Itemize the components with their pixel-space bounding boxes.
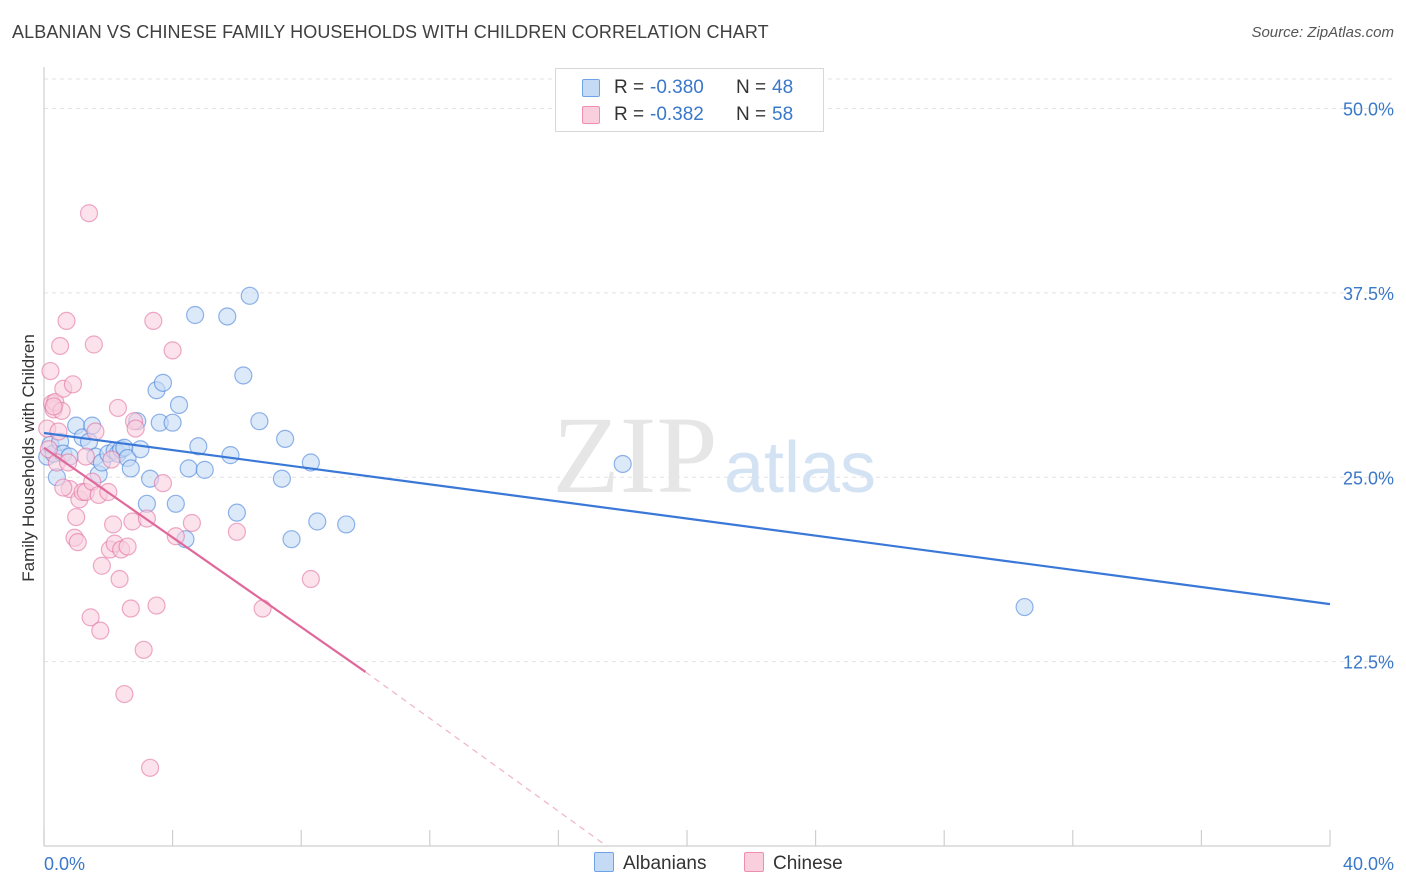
chart-title: ALBANIAN VS CHINESE FAMILY HOUSEHOLDS WI…	[12, 22, 769, 42]
point-chinese	[91, 621, 110, 640]
legend-r-value: -0.382	[650, 104, 704, 125]
legend-r-label: R =	[614, 77, 645, 98]
point-albanians	[131, 440, 150, 459]
point-albanians	[272, 469, 292, 488]
point-chinese	[81, 608, 100, 627]
series-name-chinese: Chinese	[773, 853, 843, 874]
point-albanians	[1015, 597, 1034, 617]
point-chinese	[50, 336, 70, 356]
point-chinese	[301, 569, 320, 589]
point-chinese	[115, 684, 134, 704]
point-chinese	[108, 398, 128, 418]
point-albanians	[169, 395, 189, 415]
point-chinese	[86, 422, 105, 441]
legend-swatch-chinese	[582, 106, 600, 124]
point-chinese	[166, 527, 185, 546]
watermark-zip: ZIP	[553, 394, 718, 516]
point-chinese	[63, 375, 83, 394]
point-albanians	[308, 512, 327, 531]
trend-line-albanians	[43, 431, 1331, 606]
legend-swatch-albanians	[582, 79, 600, 97]
point-chinese	[182, 513, 201, 533]
y-tick-label: 12.5%	[1343, 653, 1394, 673]
legend-r-label: R =	[614, 104, 645, 125]
point-albanians	[179, 459, 198, 478]
point-chinese	[110, 569, 129, 589]
y-tick-labels: 12.5% 25.0% 37.5% 50.0%	[1343, 100, 1394, 673]
point-albanians	[301, 453, 320, 472]
point-chinese	[253, 599, 272, 618]
point-chinese	[134, 640, 153, 659]
point-albanians	[189, 437, 208, 456]
point-chinese	[163, 341, 182, 360]
y-tick-label: 50.0%	[1343, 100, 1394, 120]
source-credit: Source: ZipAtlas.com	[1251, 24, 1394, 41]
point-chinese	[126, 419, 145, 438]
series-swatch-albanians	[594, 852, 614, 872]
legend-r-value: -0.380	[650, 77, 704, 98]
point-albanians	[153, 373, 173, 392]
legend-n-label: N =	[736, 77, 767, 98]
legend-n-value: 58	[772, 104, 794, 125]
point-albanians	[186, 305, 205, 325]
point-albanians	[282, 530, 301, 549]
point-chinese	[54, 478, 73, 497]
point-albanians	[337, 515, 356, 534]
point-albanians	[227, 503, 246, 522]
point-albanians	[276, 429, 295, 448]
watermark: ZIP atlas	[553, 394, 877, 516]
point-chinese	[57, 311, 76, 330]
point-chinese	[44, 397, 63, 416]
point-chinese	[104, 515, 123, 534]
series-swatch-chinese	[744, 852, 764, 872]
series-legend-chinese[interactable]: Chinese	[744, 852, 843, 875]
point-chinese	[118, 537, 137, 556]
point-chinese	[49, 422, 68, 441]
point-chinese	[76, 447, 95, 466]
trend-extension-chinese	[365, 671, 607, 847]
watermark-atlas: atlas	[724, 428, 876, 508]
data-points	[38, 204, 1034, 777]
point-albanians	[163, 413, 182, 432]
point-albanians	[234, 366, 253, 385]
y-tick-label: 37.5%	[1343, 284, 1394, 304]
point-chinese	[84, 335, 103, 354]
legend-n-label: N =	[736, 104, 767, 125]
trend-lines	[43, 431, 1331, 847]
correlation-legend: R = -0.380 N = 48 R = -0.382 N = 58	[555, 68, 824, 132]
point-albanians	[250, 412, 269, 431]
point-albanians	[613, 454, 632, 474]
point-chinese	[68, 533, 87, 552]
point-albanians	[195, 460, 214, 479]
trend-line-chinese	[43, 446, 367, 673]
legend-row-chinese: R = -0.382 N = 58	[556, 102, 823, 128]
x-tick-label-min: 0.0%	[44, 854, 85, 874]
point-albanians	[121, 459, 140, 478]
point-chinese	[144, 311, 163, 330]
point-albanians	[166, 494, 185, 513]
point-chinese	[140, 758, 160, 777]
point-albanians	[221, 446, 240, 465]
point-chinese	[153, 474, 173, 493]
y-tick-label: 25.0%	[1343, 468, 1394, 488]
point-chinese	[121, 599, 140, 618]
point-chinese	[227, 522, 246, 541]
legend-row-albanians: R = -0.380 N = 48	[556, 75, 823, 101]
point-albanians	[218, 307, 237, 326]
point-chinese	[79, 204, 99, 223]
point-chinese	[102, 450, 121, 469]
point-chinese	[92, 556, 111, 575]
point-chinese	[41, 361, 60, 381]
series-legend-albanians[interactable]: Albanians	[594, 852, 706, 875]
series-name-albanians: Albanians	[623, 853, 707, 874]
point-chinese	[147, 596, 166, 615]
x-tick-label-max: 40.0%	[1343, 854, 1394, 874]
point-chinese	[67, 507, 86, 527]
legend-n-value: 48	[772, 77, 794, 98]
point-albanians	[240, 286, 259, 305]
y-axis-label: Family Households with Children	[19, 334, 38, 582]
